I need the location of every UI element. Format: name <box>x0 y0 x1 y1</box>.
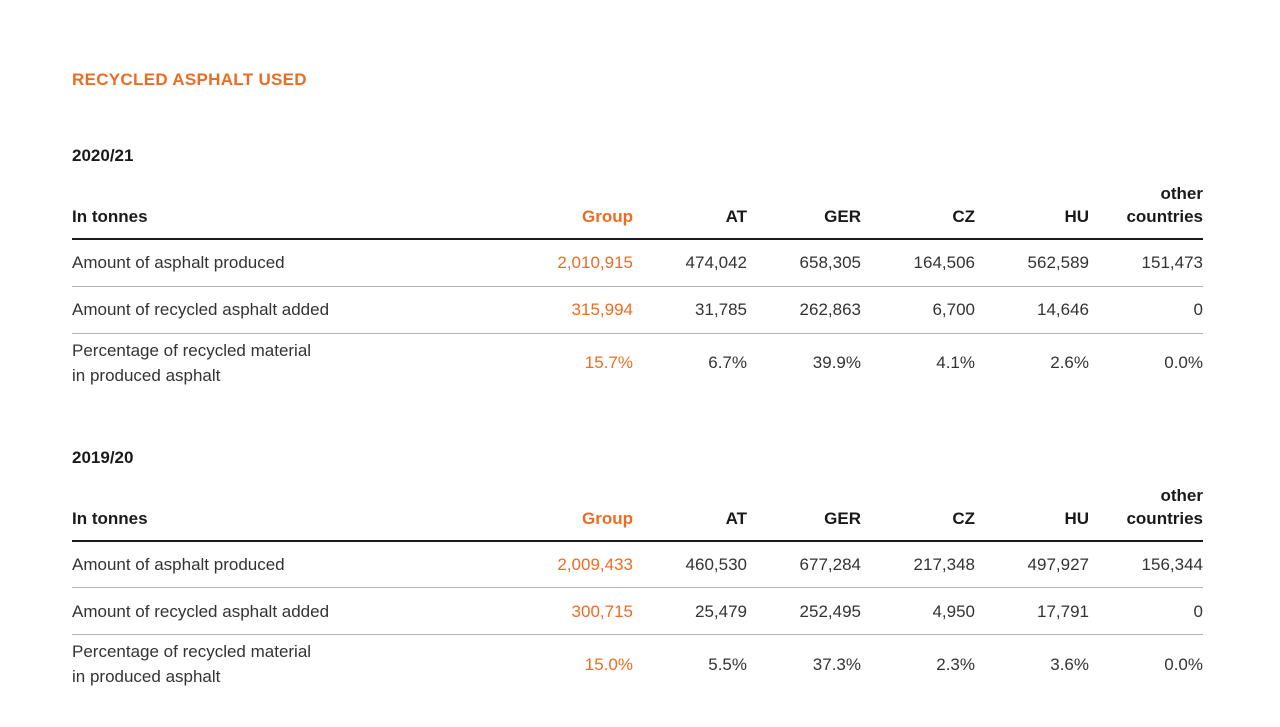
cell-at: 460,530 <box>633 540 747 588</box>
column-header-cz: CZ <box>861 469 975 542</box>
table-row: Percentage of recycled material in produ… <box>72 333 1203 392</box>
column-header-other-countries: other countries <box>1089 168 1203 240</box>
asphalt-table-2019-20: In tonnes Group AT GER CZ HU other count… <box>72 469 1203 694</box>
cell-group: 15.0% <box>584 654 633 674</box>
table-row: Amount of asphalt produced 2,009,433 460… <box>72 540 1203 588</box>
cell-at: 5.5% <box>708 654 747 674</box>
column-header-ger: GER <box>747 168 861 240</box>
cell-ger: 252,495 <box>747 587 861 635</box>
cell-hu: 17,791 <box>975 587 1089 635</box>
cell-hu: 3.6% <box>1050 654 1089 674</box>
row-label: Percentage of recycled material in produ… <box>72 642 312 686</box>
cell-cz: 6,700 <box>861 286 975 334</box>
page-title: RECYCLED ASPHALT USED <box>72 70 307 89</box>
cell-group: 15.7% <box>584 353 633 372</box>
column-header-group: Group <box>488 469 633 542</box>
cell-other: 0 <box>1089 587 1203 635</box>
section-2019-20: 2019/20 In tonnes Group AT GER CZ HU oth… <box>72 448 1203 694</box>
column-header-group: Group <box>488 168 633 240</box>
column-header-cz: CZ <box>861 168 975 240</box>
table-header-row: In tonnes Group AT GER CZ HU other count… <box>72 469 1203 542</box>
cell-ger: 39.9% <box>812 353 861 372</box>
cell-ger: 37.3% <box>812 654 861 674</box>
cell-ger: 262,863 <box>747 286 861 334</box>
cell-other: 151,473 <box>1089 239 1203 287</box>
cell-group: 2,009,433 <box>488 540 633 588</box>
cell-hu: 497,927 <box>975 540 1089 588</box>
row-label: Amount of recycled asphalt added <box>72 587 488 635</box>
table-row: Amount of asphalt produced 2,010,915 474… <box>72 239 1203 287</box>
cell-hu: 562,589 <box>975 239 1089 287</box>
column-header-in-tonnes: In tonnes <box>72 168 488 240</box>
column-header-in-tonnes: In tonnes <box>72 469 488 542</box>
table-row: Amount of recycled asphalt added 315,994… <box>72 286 1203 334</box>
cell-at: 474,042 <box>633 239 747 287</box>
asphalt-table-2020-21: In tonnes Group AT GER CZ HU other count… <box>72 168 1203 392</box>
row-label: Amount of asphalt produced <box>72 239 488 287</box>
cell-at: 31,785 <box>633 286 747 334</box>
cell-cz: 2.3% <box>936 654 975 674</box>
cell-cz: 4.1% <box>936 353 975 372</box>
table-header-row: In tonnes Group AT GER CZ HU other count… <box>72 168 1203 240</box>
cell-hu: 14,646 <box>975 286 1089 334</box>
cell-cz: 4,950 <box>861 587 975 635</box>
period-title-2019-20: 2019/20 <box>72 447 134 467</box>
cell-group: 315,994 <box>488 286 633 334</box>
period-title-2020-21: 2020/21 <box>72 146 134 165</box>
cell-group: 300,715 <box>488 587 633 635</box>
column-header-at: AT <box>633 168 747 240</box>
cell-other: 0.0% <box>1164 353 1203 372</box>
column-header-hu: HU <box>975 168 1089 240</box>
cell-other: 0 <box>1089 286 1203 334</box>
column-header-other-countries: other countries <box>1089 469 1203 542</box>
column-header-at: AT <box>633 469 747 542</box>
cell-other: 0.0% <box>1164 654 1203 674</box>
row-label: Amount of recycled asphalt added <box>72 286 488 334</box>
table-row: Amount of recycled asphalt added 300,715… <box>72 587 1203 635</box>
section-2020-21: 2020/21 In tonnes Group AT GER CZ HU oth… <box>72 146 1203 392</box>
cell-cz: 164,506 <box>861 239 975 287</box>
cell-ger: 658,305 <box>747 239 861 287</box>
column-header-ger: GER <box>747 469 861 542</box>
row-label: Amount of asphalt produced <box>72 540 488 588</box>
cell-group: 2,010,915 <box>488 239 633 287</box>
table-row: Percentage of recycled material in produ… <box>72 635 1203 694</box>
cell-cz: 217,348 <box>861 540 975 588</box>
row-label: Percentage of recycled material in produ… <box>72 340 312 385</box>
cell-at: 6.7% <box>708 353 747 372</box>
cell-other: 156,344 <box>1089 540 1203 588</box>
cell-hu: 2.6% <box>1050 353 1089 372</box>
column-header-hu: HU <box>975 469 1089 542</box>
cell-ger: 677,284 <box>747 540 861 588</box>
cell-at: 25,479 <box>633 587 747 635</box>
